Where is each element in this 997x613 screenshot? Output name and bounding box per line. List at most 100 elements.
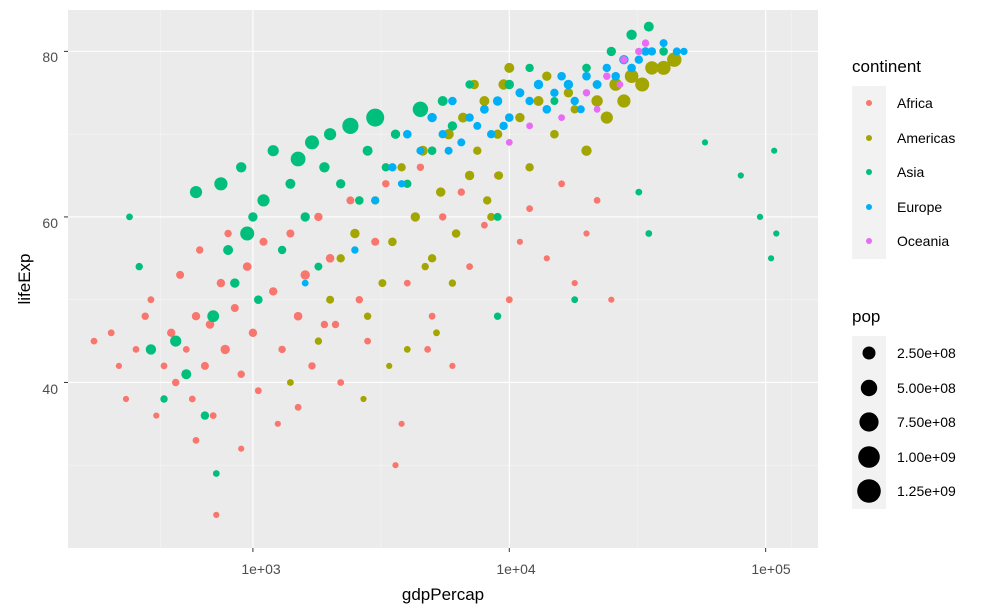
data-point-americas-20: [479, 96, 490, 106]
data-point-europe-12: [480, 105, 489, 114]
data-point-asia-24: [314, 262, 323, 271]
legend-label-americas: Americas: [897, 130, 955, 146]
data-points: [90, 21, 780, 518]
data-point-africa-11: [176, 270, 185, 279]
data-point-africa-44: [392, 462, 399, 469]
data-point-americas-34: [617, 94, 631, 108]
data-point-asia-6: [189, 186, 203, 199]
data-point-africa-48: [439, 213, 447, 221]
data-point-americas-19: [473, 146, 482, 155]
data-point-africa-51: [466, 263, 473, 270]
data-point-europe-5: [416, 146, 425, 155]
data-point-asia-19: [277, 245, 287, 255]
data-point-asia-30: [362, 145, 373, 156]
data-point-asia-32: [381, 163, 390, 172]
size-legend-label-5: 1.25e+09: [897, 483, 956, 499]
data-point-europe-30: [634, 55, 643, 64]
data-point-americas-7: [378, 279, 387, 288]
data-point-africa-40: [355, 296, 363, 304]
data-point-africa-10: [172, 378, 180, 387]
legend-key-americas: [866, 135, 872, 141]
data-point-africa-45: [403, 279, 411, 287]
data-point-asia-55: [768, 255, 775, 262]
data-point-europe-18: [533, 79, 544, 90]
data-point-asia-36: [427, 146, 437, 155]
data-point-asia-37: [437, 96, 448, 106]
data-point-americas-42: [448, 279, 457, 287]
data-point-europe-36: [397, 180, 406, 188]
data-point-americas-39: [667, 52, 682, 67]
data-point-americas-21: [487, 212, 496, 221]
data-point-africa-29: [269, 287, 278, 296]
data-point-europe-2: [371, 196, 380, 205]
data-point-oceania-3: [582, 89, 591, 97]
data-point-europe-17: [525, 96, 534, 106]
size-legend-label-4: 1.00e+09: [897, 449, 956, 465]
data-point-africa-38: [337, 379, 345, 386]
data-point-americas-17: [458, 112, 468, 123]
data-point-asia-56: [773, 230, 780, 237]
data-point-asia-26: [324, 128, 337, 141]
data-point-americas-8: [388, 237, 397, 247]
data-point-asia-0: [126, 213, 133, 221]
data-point-americas-22: [492, 129, 503, 139]
data-point-americas-46: [421, 262, 429, 271]
data-point-americas-36: [635, 77, 650, 92]
data-point-africa-12: [182, 346, 190, 353]
data-point-asia-10: [214, 177, 228, 191]
data-point-europe-24: [582, 71, 591, 81]
data-point-africa-31: [286, 229, 295, 238]
data-point-africa-67: [238, 445, 245, 452]
data-point-africa-20: [216, 278, 226, 288]
data-point-americas-11: [410, 212, 420, 222]
data-point-asia-49: [659, 47, 668, 56]
data-point-asia-14: [240, 226, 255, 241]
legend-key-oceania: [866, 238, 872, 244]
data-point-africa-43: [382, 180, 390, 188]
data-point-africa-5: [141, 312, 149, 320]
data-point-asia-33: [390, 129, 401, 139]
size-key-2: [860, 379, 878, 397]
legend-key-asia: [866, 169, 872, 175]
data-point-americas-43: [483, 196, 492, 205]
data-point-europe-0: [301, 279, 309, 287]
x-tick-label-3: 1e+05: [751, 561, 791, 577]
data-point-africa-41: [364, 337, 371, 345]
data-point-asia-2: [145, 344, 157, 355]
data-point-asia-9: [212, 470, 220, 477]
data-point-americas-15: [443, 129, 454, 140]
series-europe: [301, 39, 688, 287]
data-point-africa-62: [608, 296, 615, 303]
data-point-asia-41: [493, 212, 502, 221]
data-point-asia-38: [447, 121, 458, 131]
data-point-africa-52: [481, 221, 488, 229]
data-point-africa-19: [213, 511, 220, 518]
data-point-americas-1: [314, 337, 323, 345]
data-point-americas-4: [350, 228, 360, 239]
data-point-asia-43: [525, 63, 534, 73]
data-point-europe-29: [627, 63, 636, 73]
data-point-oceania-8: [593, 105, 601, 113]
data-point-oceania-0: [505, 139, 513, 146]
size-legend-label-1: 2.50e+08: [897, 345, 956, 361]
data-point-asia-47: [626, 29, 637, 40]
color-legend-title: continent: [852, 57, 921, 76]
data-point-europe-37: [444, 146, 453, 155]
y-tick-label-3: 80: [42, 49, 58, 65]
data-point-africa-37: [325, 253, 335, 263]
data-point-americas-35: [624, 69, 639, 83]
data-point-asia-23: [305, 135, 319, 150]
data-point-asia-53: [737, 172, 744, 179]
x-tick-label-2: 1e+04: [496, 561, 536, 577]
data-point-asia-13: [236, 162, 247, 173]
data-point-americas-25: [515, 112, 525, 123]
data-point-africa-26: [248, 328, 258, 337]
data-point-americas-30: [581, 145, 592, 156]
data-point-asia-12: [230, 278, 240, 288]
data-point-americas-27: [533, 96, 544, 106]
data-point-americas-45: [494, 171, 504, 180]
data-point-africa-2: [115, 362, 122, 369]
data-point-americas-3: [336, 254, 345, 263]
data-point-asia-34: [403, 179, 412, 188]
